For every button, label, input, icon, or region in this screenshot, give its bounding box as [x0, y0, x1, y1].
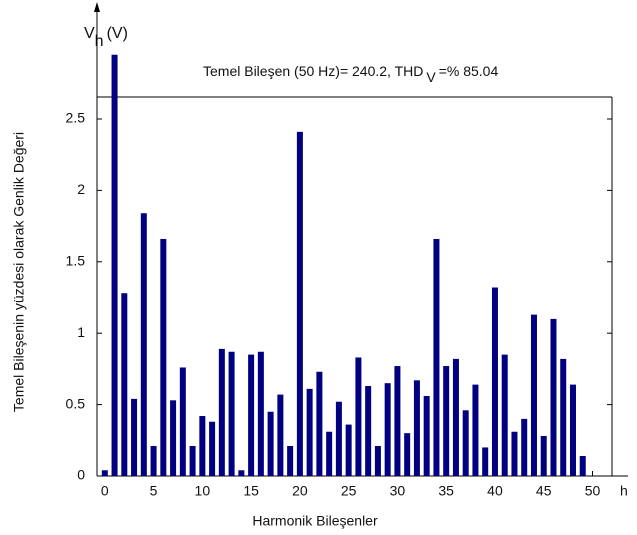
annotation: Temel Bileşen (50 Hz)= 240.2, THD V =% 85.… — [203, 63, 498, 85]
y-tick-label: 1.5 — [66, 252, 86, 268]
x-tick-label: 50 — [585, 483, 601, 499]
x-tick-label: 5 — [150, 483, 158, 499]
bar — [404, 433, 411, 476]
bar — [287, 446, 294, 476]
bar — [511, 431, 518, 476]
bar — [238, 470, 245, 476]
x-tick-label: 15 — [243, 483, 259, 499]
bar — [345, 424, 352, 476]
bar — [228, 351, 235, 476]
bar — [150, 446, 157, 476]
bar — [413, 380, 420, 476]
bar — [550, 318, 557, 476]
bar — [306, 388, 313, 476]
y-tick-label: 2 — [77, 181, 85, 197]
bar — [189, 446, 196, 476]
bar — [277, 394, 284, 476]
annotation-text: Temel Bileşen (50 Hz)= 240.2, THD — [203, 63, 423, 79]
x-tick-label: 20 — [292, 483, 308, 499]
bar — [101, 470, 108, 476]
bar — [170, 400, 177, 476]
bar — [530, 314, 537, 476]
x-tick-label: 45 — [536, 483, 552, 499]
annotation-sub: V — [426, 69, 436, 85]
bar — [218, 348, 225, 476]
bar — [248, 354, 255, 476]
y-tick-label: 2.5 — [66, 110, 86, 126]
bar — [267, 411, 274, 476]
bar — [569, 384, 576, 476]
x-tick-label: 25 — [341, 483, 357, 499]
y-axis-arrow — [94, 2, 100, 12]
y-tick-label: 1 — [77, 324, 85, 340]
y-tick-label: 0.5 — [66, 395, 86, 411]
bar — [121, 293, 128, 476]
bar — [335, 401, 342, 476]
x-tick-label: 30 — [390, 483, 406, 499]
bar — [131, 398, 138, 476]
bar — [140, 213, 147, 477]
x-tick-label: 10 — [195, 483, 211, 499]
annotation-tail: =% 85.04 — [439, 63, 499, 79]
bar — [472, 384, 479, 476]
bar — [326, 431, 333, 476]
bar — [501, 354, 508, 476]
x-tick-label: 40 — [487, 483, 503, 499]
bar — [540, 436, 547, 476]
x-tick-label: 0 — [101, 483, 109, 499]
bar — [452, 358, 459, 476]
bar — [355, 357, 362, 476]
bar — [394, 366, 401, 476]
bar — [579, 456, 586, 476]
bar — [374, 446, 381, 476]
y-tick-label: 0 — [77, 467, 85, 483]
bar — [482, 447, 489, 476]
bar — [296, 131, 303, 477]
y-unit-base: V — [84, 25, 95, 42]
bar — [365, 386, 372, 476]
bar — [111, 54, 118, 476]
bar — [423, 396, 430, 476]
bar — [316, 371, 323, 476]
x-tick-label: 35 — [438, 483, 454, 499]
bar — [443, 366, 450, 476]
bar — [462, 410, 469, 476]
y-axis-label: Temel Bileşenin yüzdesi olarak Genlik De… — [11, 132, 27, 412]
bar — [491, 287, 498, 476]
y-unit-unit: (V) — [107, 25, 128, 42]
bar — [199, 416, 206, 476]
bar — [179, 367, 186, 476]
y-unit-label: Vh (V) — [84, 25, 128, 50]
bar — [160, 238, 167, 476]
bar — [521, 418, 528, 476]
bar — [433, 238, 440, 476]
bar — [209, 421, 216, 476]
y-unit-sub: h — [95, 33, 104, 50]
bar — [257, 351, 264, 476]
bar — [384, 383, 391, 476]
x-unit-label: h — [620, 483, 628, 499]
x-axis-label: Harmonik Bileşenler — [252, 513, 378, 529]
bar — [560, 358, 567, 476]
